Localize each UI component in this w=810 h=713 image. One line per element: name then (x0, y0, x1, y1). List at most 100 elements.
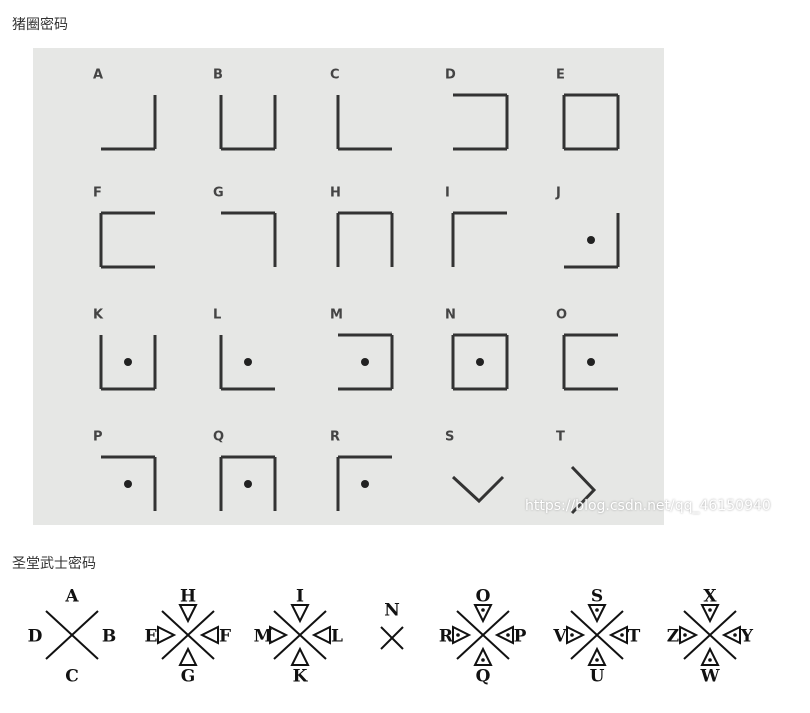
cipher-letter: K (293, 667, 309, 687)
section-title: 圣堂武士密码 (12, 556, 96, 572)
cipher-letter: A (93, 68, 103, 83)
cipher-letter: P (514, 627, 527, 647)
cipher-letter: Q (213, 430, 224, 445)
cipher-triangle (700, 646, 720, 666)
cipher-triangle (157, 625, 177, 645)
cipher-letter: D (28, 627, 43, 647)
cipher-letter: I (445, 186, 450, 201)
cipher-triangle (566, 625, 586, 645)
cipher-letter: D (445, 68, 456, 83)
cipher-dot (481, 608, 485, 612)
cipher-letter: R (439, 627, 454, 647)
cipher-letter: A (64, 587, 79, 607)
cipher-dot (481, 658, 485, 662)
cipher-stroke (456, 610, 510, 660)
cipher-letter: O (556, 308, 567, 323)
cipher-triangle (700, 604, 720, 624)
cipher-dot (587, 236, 595, 244)
cipher-letter: E (145, 627, 158, 647)
cipher-stroke (45, 610, 99, 660)
section-title: 猪圈密码 (12, 17, 68, 33)
cipher-dot (244, 480, 252, 488)
cipher-dot (570, 633, 574, 637)
cipher-triangle (473, 604, 493, 624)
cipher-triangle (311, 625, 331, 645)
cipher-triangle (178, 604, 198, 624)
cipher-letter: F (219, 627, 231, 647)
cipher-letter: U (590, 667, 605, 687)
cipher-letter: T (628, 627, 641, 647)
pigpen-image: A B C D E F G H I J K L M N O P Q R S T (33, 48, 664, 525)
cipher-letter: S (445, 430, 454, 445)
cipher-letter: C (330, 68, 340, 83)
cipher-letter: Y (740, 627, 754, 647)
templar-image: A C D B H G E F I KM L N O Q R P S U V T X WZ Y (28, 587, 754, 687)
cipher-dot (683, 633, 687, 637)
cipher-letter: V (552, 627, 567, 647)
cipher-symbol (451, 475, 505, 504)
cipher-letter: S (591, 587, 603, 607)
cipher-letter: M (254, 627, 273, 647)
cipher-letter: H (330, 186, 341, 201)
cipher-symbol (570, 465, 597, 515)
cipher-letter: T (556, 430, 565, 445)
watermark: https://blog.csdn.net/qq_46150940 (525, 498, 771, 514)
cipher-letter: F (93, 186, 102, 201)
cipher-letter: B (102, 627, 116, 647)
cipher-triangle (587, 604, 607, 624)
cipher-dot (733, 633, 737, 637)
cipher-letter: W (699, 667, 720, 687)
cipher-letter: G (213, 186, 224, 201)
cipher-letter: C (65, 667, 79, 687)
cipher-triangle (290, 646, 310, 666)
cipher-stroke (273, 610, 327, 660)
cipher-stroke (683, 610, 737, 660)
cipher-stroke (161, 610, 215, 660)
image-bg (33, 48, 664, 525)
cipher-triangle (473, 646, 493, 666)
cipher-dot (124, 358, 132, 366)
cipher-letter: Z (667, 627, 679, 647)
cipher-triangle (721, 625, 741, 645)
cipher-letter: E (556, 68, 565, 83)
cipher-triangle (290, 604, 310, 624)
cipher-letter: L (331, 627, 343, 647)
cipher-triangle (199, 625, 219, 645)
cipher-letter: P (93, 430, 103, 445)
cipher-letter: I (296, 587, 304, 607)
cipher-letter: N (384, 601, 400, 621)
cipher-stroke (570, 610, 624, 660)
cipher-letter: B (213, 68, 223, 83)
cipher-stroke (380, 626, 404, 650)
cipher-dot (124, 480, 132, 488)
cipher-dot (361, 358, 369, 366)
cipher-letter: G (181, 667, 196, 687)
cipher-letter: J (555, 186, 561, 201)
cipher-letter: Q (476, 667, 491, 687)
cipher-dot (595, 608, 599, 612)
cipher-dot (476, 358, 484, 366)
cipher-triangle (494, 625, 514, 645)
cipher-dot (595, 658, 599, 662)
cipher-dot (620, 633, 624, 637)
cipher-letter: R (330, 430, 340, 445)
cipher-dot (587, 358, 595, 366)
cipher-triangle (587, 646, 607, 666)
cipher-letter: M (330, 308, 343, 323)
cipher-triangle (178, 646, 198, 666)
cipher-letter: K (93, 308, 104, 323)
cipher-dot (244, 358, 252, 366)
cipher-dot (506, 633, 510, 637)
cipher-triangle (679, 625, 699, 645)
cipher-dot (708, 608, 712, 612)
cipher-dot (361, 480, 369, 488)
cipher-dot (456, 633, 460, 637)
cipher-letter: O (476, 587, 491, 607)
cipher-dot (708, 658, 712, 662)
cipher-triangle (608, 625, 628, 645)
cipher-letter: X (703, 587, 717, 607)
cipher-triangle (452, 625, 472, 645)
cipher-triangle (269, 625, 289, 645)
cipher-letter: H (180, 587, 196, 607)
